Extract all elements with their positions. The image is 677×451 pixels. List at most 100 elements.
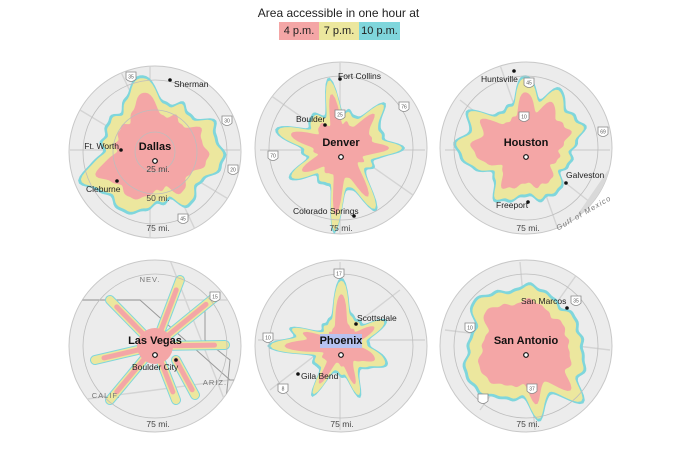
town-label: Galveston <box>566 170 605 180</box>
isochrone-4pm <box>478 298 572 405</box>
city-label: Las Vegas <box>128 335 182 347</box>
map-las-vegas: 15 75 mi. Boulder City NEV. ARIZ. CALIF. Las V… <box>68 259 242 433</box>
highway-number: 69 <box>600 130 606 136</box>
map-denver: 25 76 70 75 mi. Fort Collins Boulder Colorado … <box>254 61 428 235</box>
town-dot <box>115 179 119 183</box>
highway-number: 15 <box>212 295 218 301</box>
city-label: San Antonio <box>494 335 559 347</box>
legend-swatches: 4 p.m. 7 p.m. 10 p.m. <box>279 22 400 40</box>
highway-shield-icon: 10 <box>464 322 476 333</box>
town-label: Huntsville <box>481 74 518 84</box>
town-dot <box>168 78 172 82</box>
town-dot <box>526 200 530 204</box>
town-label: Cleburne <box>86 184 121 194</box>
highway-number: 8 <box>282 387 285 393</box>
ring-label: 75 mi. <box>330 419 353 429</box>
city-center-dot <box>152 352 158 358</box>
map-san-antonio: 35 10 37 75 mi. San Marcos San Antonio <box>439 259 613 433</box>
town-dot <box>565 306 569 310</box>
legend-swatch-10pm: 10 p.m. <box>359 22 400 40</box>
highway-shield-icon: 45 <box>523 77 535 88</box>
highway-number: 45 <box>180 217 186 223</box>
city-label: Denver <box>322 137 360 149</box>
ring-label: 75 mi. <box>516 419 539 429</box>
highway-number: 35 <box>573 299 579 305</box>
city-label: Phoenix <box>320 335 364 347</box>
highway-shield-icon: 10 <box>518 111 530 122</box>
town-label: Fort Collins <box>338 71 381 81</box>
highway-shield-icon: 76 <box>398 101 410 112</box>
highway-shield-icon: 17 <box>333 268 345 279</box>
highway-number: 70 <box>270 154 276 160</box>
town-dot <box>564 181 568 185</box>
highway-shield-icon: 15 <box>209 291 221 302</box>
highway-number: 20 <box>230 168 236 174</box>
town-dot <box>119 148 123 152</box>
distance-ring <box>134 131 176 173</box>
town-dot <box>323 123 327 127</box>
map-dallas: 35 30 20 45 25 mi. 50 mi. 75 mi. Sherman Ft. Wor… <box>68 65 242 239</box>
map-phoenix: 17 10 8 75 mi. Scottsdale Gila Bend Phoenix <box>254 259 428 433</box>
town-dot <box>174 358 178 362</box>
highway-number: 10 <box>265 336 271 342</box>
distance-ring <box>453 273 599 419</box>
city-center-dot <box>338 352 344 358</box>
isochrone-4pm <box>470 92 572 189</box>
highway-number: 25 <box>337 113 343 119</box>
highway-shield-icon: 8 <box>277 383 289 394</box>
town-label: San Marcos <box>521 296 566 306</box>
distance-ring <box>82 79 228 225</box>
isochrone-4pm-core <box>137 328 173 364</box>
ring-label: 50 mi. <box>146 193 169 203</box>
ring-label: 75 mi. <box>329 223 352 233</box>
city-label-highlight <box>320 334 362 348</box>
town-label: Sherman <box>174 79 209 89</box>
legend-title: Area accessible in one hour at <box>257 6 420 20</box>
highway-number: 37 <box>529 387 535 393</box>
legend-swatch-4pm: 4 p.m. <box>279 22 319 40</box>
highway-shield-icon: 35 <box>125 71 137 82</box>
city-center-dot <box>152 158 158 164</box>
highway-number: 76 <box>401 105 407 111</box>
city-center-dot <box>523 352 529 358</box>
distance-ring <box>453 75 599 221</box>
town-label: Scottsdale <box>357 313 397 323</box>
highway-shield-icon: 69 <box>597 126 609 137</box>
region-label: CALIF. <box>92 391 121 400</box>
city-label: Dallas <box>139 141 171 153</box>
town-dot <box>296 372 300 376</box>
town-label: Colorado Springs <box>293 206 359 216</box>
highway-shield-icon <box>477 393 489 404</box>
ring-label: 25 mi. <box>146 164 169 174</box>
town-label: Boulder City <box>132 362 179 372</box>
highway-number: 35 <box>128 75 134 81</box>
ring-label: 75 mi. <box>516 223 539 233</box>
highway-number: 30 <box>224 119 230 125</box>
town-dot <box>352 214 356 218</box>
distance-ring <box>268 75 414 221</box>
highway-shield-icon: 20 <box>227 164 239 175</box>
highway-number: 45 <box>526 81 532 87</box>
road <box>79 379 231 401</box>
highway-shield-icon: 10 <box>262 332 274 343</box>
distance-ring <box>82 273 228 419</box>
town-dot <box>512 69 516 73</box>
ring-label: 75 mi. <box>146 223 169 233</box>
city-center-dot <box>338 154 344 160</box>
map-content <box>70 66 240 238</box>
isochrone-4pm <box>173 357 195 393</box>
highway-number: 17 <box>336 272 342 278</box>
city-label: Houston <box>504 137 549 149</box>
region-label: NEV. <box>140 275 161 284</box>
town-label: Freeport <box>496 200 529 210</box>
town-dot <box>354 322 358 326</box>
highway-shield-icon: 25 <box>334 109 346 120</box>
city-center-dot <box>523 154 529 160</box>
map-content <box>444 261 611 431</box>
highway-shield-icon: 37 <box>526 383 538 394</box>
region-label: ARIZ. <box>203 378 227 387</box>
ring-label: 75 mi. <box>146 419 169 429</box>
distance-ring <box>112 109 198 195</box>
